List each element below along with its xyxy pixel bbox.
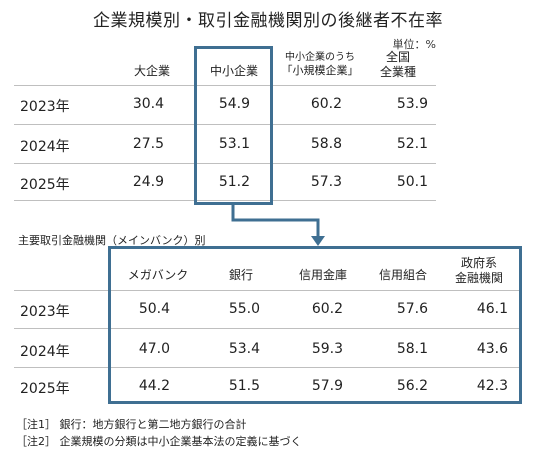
table2-row-rule <box>14 367 520 368</box>
col-header-all-industries-line2: 全業種 <box>379 65 416 79</box>
table2-cell: 56.2 <box>396 378 428 394</box>
bank-highlight-box <box>108 246 522 404</box>
table2-cell: 46.1 <box>476 301 508 317</box>
table2-cell: 42.3 <box>476 378 508 394</box>
table1-cell: 51.2 <box>218 174 250 190</box>
table2-cell: 51.5 <box>228 378 260 394</box>
table1-row-rule <box>14 163 436 164</box>
table2-row-year-2023: 2023年 <box>20 304 70 320</box>
table2-cell: 50.4 <box>138 301 170 317</box>
col-header-large-enterprise: 大企業 <box>133 64 170 78</box>
note-1: ［注1］ 銀行：地方銀行と第二地方銀行の合計 <box>16 418 247 431</box>
table1-cell: 53.1 <box>218 136 250 152</box>
note-2: ［注2］ 企業規模の分類は中小企業基本法の定義に基づく <box>16 435 302 448</box>
col-header-small-enterprise-line2: 「小規模企業」 <box>281 64 359 77</box>
col-header-sme: 中小企業 <box>209 64 258 78</box>
table1-cell: 53.9 <box>396 96 428 112</box>
table2-row-year-2025: 2025年 <box>20 381 70 397</box>
table1-cell: 52.1 <box>396 136 428 152</box>
table1-bottom-rule <box>14 200 436 201</box>
table1-cell: 27.5 <box>132 136 164 152</box>
table1-row-year-2023: 2023年 <box>20 99 70 115</box>
section2-label: 主要取引金融機関（メインバンク）別 <box>18 234 206 247</box>
col-header-all-industries: 全国 全業種 <box>368 50 428 80</box>
chart-title: 企業規模別・取引金融機関別の後継者不在率 <box>93 11 443 31</box>
table2-cell: 58.1 <box>396 341 428 357</box>
table2-row-rule <box>14 328 520 329</box>
table1-cell: 54.9 <box>218 96 250 112</box>
col-header-government-line1: 政府系 <box>460 256 497 270</box>
col-header-small-enterprise: 中小企業のうち 「小規模企業」 <box>280 51 360 77</box>
table2-cell: 59.3 <box>311 341 343 357</box>
table1-row-year-2024: 2024年 <box>20 139 70 155</box>
col-header-government-line2: 金融機関 <box>454 271 503 285</box>
table2-cell: 60.2 <box>311 301 343 317</box>
col-header-small-enterprise-line1: 中小企業のうち <box>285 52 355 63</box>
table2-cell: 43.6 <box>476 341 508 357</box>
connector-line <box>231 204 320 236</box>
table1-header-rule <box>14 85 436 86</box>
table1-cell: 24.9 <box>132 174 164 190</box>
table1-cell: 57.3 <box>310 174 342 190</box>
table1-row-rule <box>14 124 436 125</box>
table2-cell: 57.6 <box>396 301 428 317</box>
table2-cell: 44.2 <box>138 378 170 394</box>
col-header-government: 政府系 金融機関 <box>446 256 512 286</box>
col-header-credit-union: 信用組合 <box>378 268 427 282</box>
table1-cell: 60.2 <box>310 96 342 112</box>
unit-label: 単位：% <box>392 38 436 51</box>
table2-cell: 53.4 <box>228 341 260 357</box>
table2-cell: 57.9 <box>311 378 343 394</box>
table1-cell: 50.1 <box>396 174 428 190</box>
table2-cell: 47.0 <box>138 341 170 357</box>
table2-header-rule <box>14 290 520 291</box>
col-header-shinkin: 信用金庫 <box>298 268 347 282</box>
col-header-all-industries-line1: 全国 <box>385 50 410 64</box>
col-header-bank: 銀行 <box>228 268 253 282</box>
table2-cell: 55.0 <box>228 301 260 317</box>
table1-cell: 30.4 <box>132 96 164 112</box>
arrowhead-icon <box>311 236 325 246</box>
table1-row-year-2025: 2025年 <box>20 177 70 193</box>
sme-highlight-box <box>194 46 273 205</box>
table2-row-year-2024: 2024年 <box>20 344 70 360</box>
col-header-megabank: メガバンク <box>127 268 189 282</box>
table1-cell: 58.8 <box>310 136 342 152</box>
